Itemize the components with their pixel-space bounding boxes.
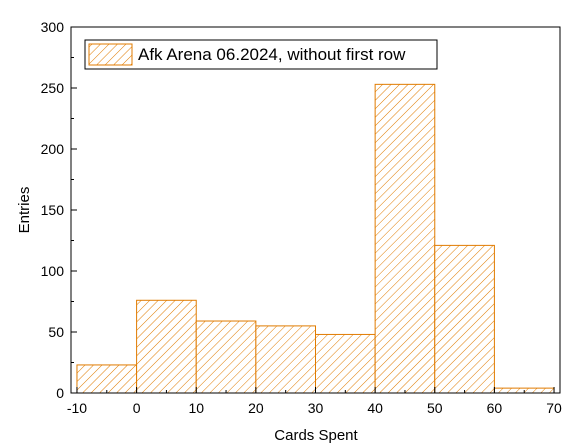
bars <box>76 83 555 394</box>
x-tick-label: 70 <box>546 400 562 416</box>
y-tick-label: 50 <box>48 324 64 340</box>
legend-label: Afk Arena 06.2024, without first row <box>138 45 406 64</box>
legend-frame <box>84 39 438 70</box>
histogram-bar-4 <box>315 333 376 394</box>
y-tick-label: 150 <box>41 202 65 218</box>
x-tick-labels: -10 0 10 20 30 40 50 60 70 <box>67 400 562 416</box>
x-tick-label: 40 <box>367 400 383 416</box>
y-tick-label: 300 <box>41 19 65 35</box>
x-tick-label: -10 <box>67 400 87 416</box>
y-tick-label: 0 <box>56 385 64 401</box>
histogram-bar-2 <box>195 320 257 394</box>
histogram-bar-5 <box>374 83 436 394</box>
histogram-bar-3 <box>255 325 317 394</box>
legend-swatch <box>88 43 133 66</box>
x-tick-label: 10 <box>188 400 204 416</box>
x-tick-label: 50 <box>427 400 443 416</box>
y-tick-label: 250 <box>41 80 65 96</box>
x-tick-label: 60 <box>487 400 503 416</box>
y-tick-labels: 0 50 100 150 200 250 300 <box>41 19 65 401</box>
y-axis-title: Entries <box>16 187 33 234</box>
y-tick-label: 100 <box>41 263 65 279</box>
x-tick-label: 0 <box>133 400 141 416</box>
x-tick-label: 30 <box>308 400 324 416</box>
histogram-bar-0 <box>76 364 138 394</box>
x-tick-label: 20 <box>248 400 264 416</box>
x-axis-title: Cards Spent <box>274 427 358 444</box>
legend: Afk Arena 06.2024, without first row <box>84 39 438 70</box>
histogram-bar-1 <box>136 299 197 394</box>
y-tick-label: 200 <box>41 141 65 157</box>
axis-ticks <box>71 26 555 394</box>
histogram-bar-6 <box>434 244 495 394</box>
